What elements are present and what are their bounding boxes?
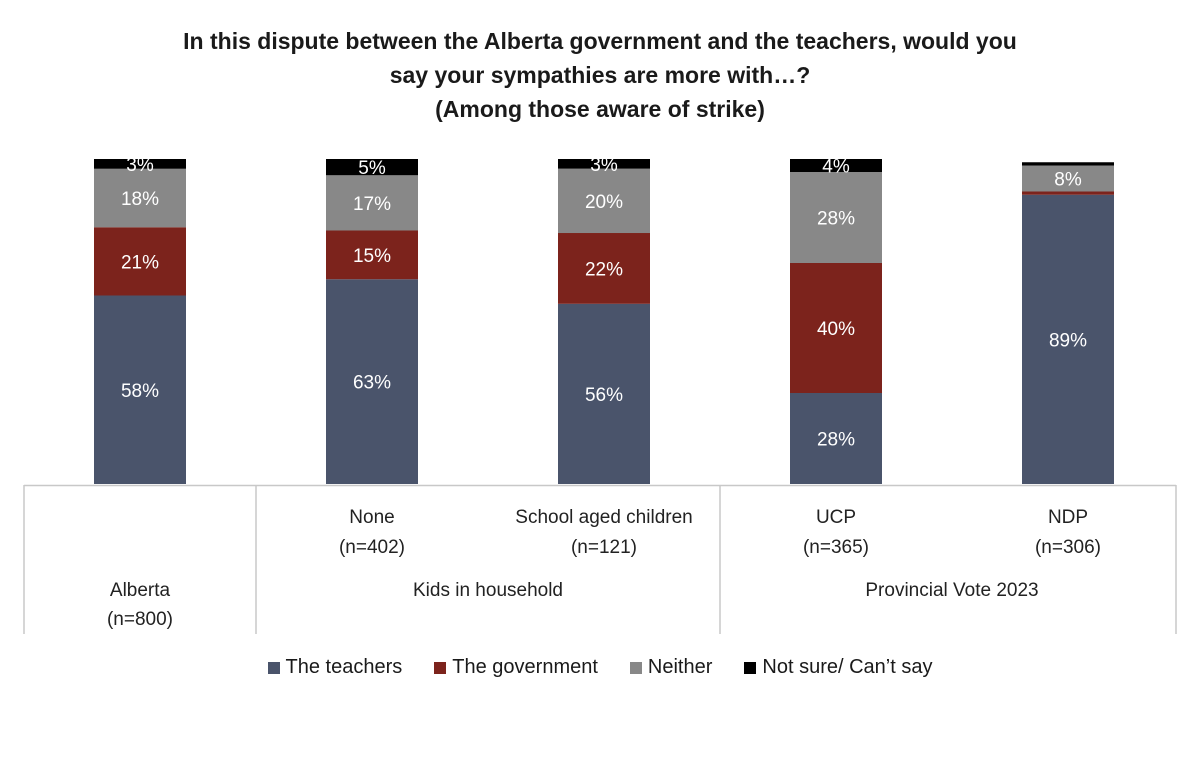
chart-title-line-3: (Among those aware of strike) xyxy=(435,96,765,122)
chart-title: In this dispute between the Alberta gove… xyxy=(0,24,1200,126)
bar-2-1 xyxy=(94,227,186,296)
bar-label-1-5: 89% xyxy=(1049,330,1087,351)
legend-item-4: Not sure/ Can’t say xyxy=(744,656,932,679)
bar-4-3 xyxy=(558,159,650,169)
bar-label-2-1: 21% xyxy=(121,252,159,273)
bar-label-4-1: 3% xyxy=(126,155,154,176)
legend-label-3: Neither xyxy=(647,656,713,678)
category-n-1: (n=800) xyxy=(107,609,173,630)
bar-2-4 xyxy=(790,263,882,393)
bar-label-3-2: 17% xyxy=(353,194,391,215)
bar-4-1 xyxy=(94,159,186,169)
chart-legend: The teachers The government Neither Not sur… xyxy=(0,656,1200,679)
bar-3-3 xyxy=(558,168,650,234)
category-n-5: (n=306) xyxy=(1035,537,1101,558)
bar-label-4-2: 5% xyxy=(358,158,386,179)
chart-title-line-2: say your sympathies are more with…? xyxy=(389,62,811,88)
bar-1-1 xyxy=(94,295,186,484)
group-label-1: Kids in household xyxy=(413,580,563,601)
legend-label-2: The government xyxy=(452,656,598,678)
category-label-5: NDP xyxy=(1048,507,1088,528)
group-label-2: Provincial Vote 2023 xyxy=(865,580,1038,601)
legend-item-1: The teachers xyxy=(267,656,403,679)
bar-4-2 xyxy=(326,159,418,176)
bar-2-2 xyxy=(326,230,418,280)
bar-label-2-2: 15% xyxy=(353,246,391,267)
legend-swatch-4 xyxy=(744,661,757,674)
bar-2-5 xyxy=(1022,191,1114,195)
bar-2-3 xyxy=(558,233,650,304)
category-n-3: (n=121) xyxy=(571,537,637,558)
legend-item-3: Neither xyxy=(629,656,713,679)
category-label-4: UCP xyxy=(816,507,856,528)
legend-label-1: The teachers xyxy=(285,656,403,678)
category-n-2: (n=402) xyxy=(339,537,405,558)
bar-label-1-2: 63% xyxy=(353,373,391,394)
chart-title-line-1: In this dispute between the Alberta gove… xyxy=(183,28,1017,54)
bar-label-3-4: 28% xyxy=(817,209,855,230)
bar-4-4 xyxy=(790,159,882,172)
bar-label-4-4: 4% xyxy=(822,157,850,178)
bar-3-1 xyxy=(94,168,186,228)
bar-label-3-3: 20% xyxy=(585,192,623,213)
bar-3-2 xyxy=(326,175,418,231)
legend-label-4: Not sure/ Can’t say xyxy=(762,656,933,678)
stacked-bar-chart: 58% 21% 18% 3% 63% 15% 17% 5% 56% 22% 20% 3% 28% 40% 2… xyxy=(23,155,1177,634)
bar-label-4-3: 3% xyxy=(590,155,618,176)
bar-label-3-1: 18% xyxy=(121,189,159,210)
bar-4-5 xyxy=(1022,162,1114,166)
bar-label-2-4: 40% xyxy=(817,319,855,340)
category-label-1: Alberta xyxy=(110,580,171,601)
legend-item-2: The government xyxy=(434,656,598,679)
bar-1-5 xyxy=(1022,194,1114,484)
legend-swatch-2 xyxy=(434,661,447,674)
bar-label-2-3: 22% xyxy=(585,259,623,280)
bar-1-2 xyxy=(326,279,418,484)
bar-label-1-4: 28% xyxy=(817,430,855,451)
legend-swatch-1 xyxy=(267,661,280,674)
bar-label-3-5: 8% xyxy=(1054,170,1082,191)
legend-swatch-3 xyxy=(629,661,642,674)
bar-label-1-3: 56% xyxy=(585,385,623,406)
category-n-4: (n=365) xyxy=(803,537,869,558)
bar-3-5 xyxy=(1022,165,1114,192)
bar-3-4 xyxy=(790,172,882,263)
bar-1-3 xyxy=(558,303,650,484)
bar-label-1-1: 58% xyxy=(121,381,159,402)
bar-1-4 xyxy=(790,393,882,484)
category-label-3: School aged children xyxy=(515,507,692,528)
category-label-2: None xyxy=(349,507,394,528)
